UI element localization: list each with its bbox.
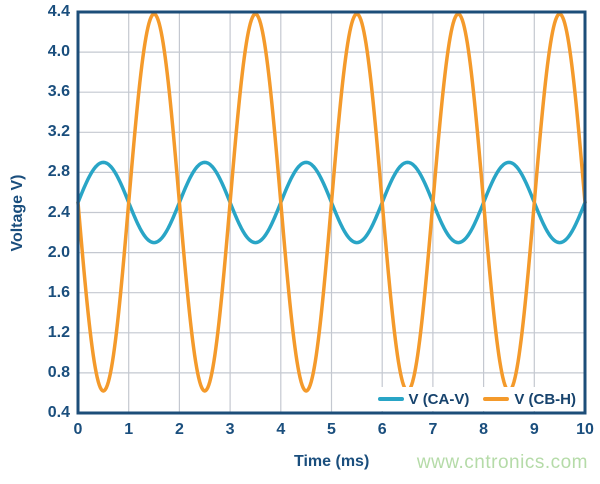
- x-tick-label: 0: [73, 421, 83, 438]
- y-tick-label: 0.8: [47, 363, 70, 381]
- x-tick-label: 3: [225, 421, 235, 438]
- y-tick-label: 2.0: [47, 243, 70, 261]
- chart-legend: V (CA-V) V (CB-H): [340, 387, 583, 411]
- x-tick-label: 9: [529, 421, 539, 438]
- y-tick-label: 2.8: [47, 163, 70, 181]
- x-tick-label: 10: [576, 421, 594, 438]
- x-tick-label: 8: [479, 421, 489, 438]
- x-tick-label: 6: [377, 421, 387, 438]
- plot-border: [76, 10, 587, 415]
- x-axis-title: Time (ms): [294, 453, 370, 470]
- x-tick-label: 1: [124, 421, 134, 438]
- series-curve-1: [76, 12, 587, 393]
- x-tick-label: 4: [276, 421, 286, 438]
- x-tick-label: 5: [327, 421, 336, 438]
- y-tick-label: 1.6: [47, 283, 70, 301]
- y-tick-label: 4.0: [47, 43, 70, 61]
- y-axis-title: Voltage V): [9, 174, 26, 252]
- legend-line-swatch-blue: [377, 397, 404, 401]
- x-tick-label: 7: [428, 421, 438, 438]
- y-tick-label: 3.6: [47, 83, 70, 101]
- legend-label-ca-v: V (CA-V): [408, 390, 470, 408]
- y-tick-label: 0.4: [47, 404, 70, 421]
- watermark-text: www.cntronics.com: [416, 452, 588, 473]
- x-tick-label: 2: [174, 421, 184, 438]
- y-tick-label: 1.2: [47, 323, 70, 341]
- legend-entry-cb-h: V (CB-H): [483, 391, 576, 408]
- y-tick-label: 2.4: [47, 203, 70, 221]
- legend-entry-ca-v: V (CA-V): [377, 390, 470, 408]
- legend-line-swatch-orange: [483, 397, 510, 401]
- y-tick-label: 4.4: [47, 3, 70, 20]
- y-tick-label: 3.2: [47, 123, 70, 141]
- legend-label-cb-h: V (CB-H): [514, 390, 576, 408]
